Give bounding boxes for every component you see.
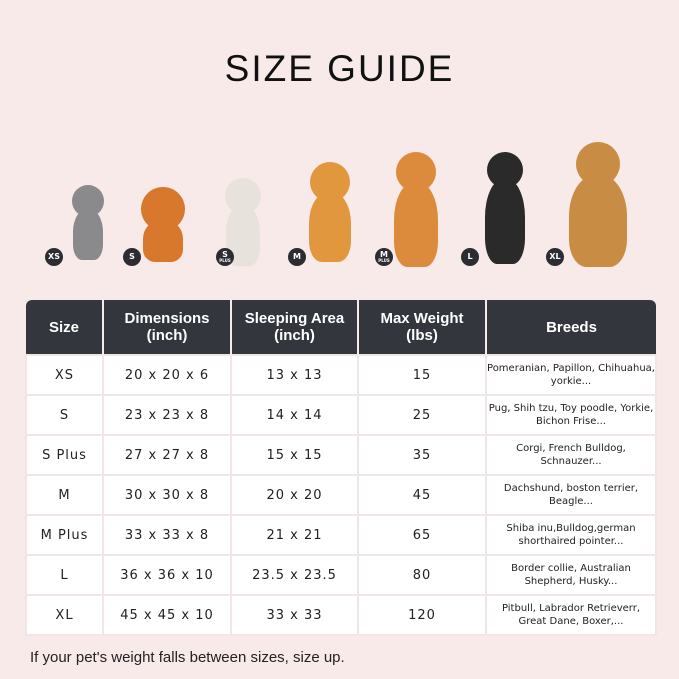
- pomeranian-head: [141, 187, 185, 231]
- size-badge-1: S: [123, 248, 141, 266]
- badge-sublabel: PLUS: [378, 258, 390, 263]
- cell-dimensions: 23 x 23 x 8: [102, 394, 232, 436]
- cell-breeds: Border collie, Australian Shepherd, Husk…: [485, 554, 657, 596]
- corgi-body: [309, 192, 351, 262]
- table-header-row: Size Dimensions (inch) Sleeping Area (in…: [26, 300, 656, 355]
- cell-breeds: Pitbull, Labrador Retrieverr, Great Dane…: [485, 594, 657, 636]
- header-sleeping-area: Sleeping Area (inch): [231, 300, 359, 355]
- table-row: S Plus 27 x 27 x 8 15 x 15 35 Corgi, French …: [25, 434, 657, 476]
- cell-breeds: Dachshund, boston terrier, Beagle...: [485, 474, 657, 516]
- size-badge-0: XS: [45, 248, 63, 266]
- cell-sleeping-area: 21 x 21: [230, 514, 359, 556]
- size-badge-4: M PLUS: [375, 248, 393, 266]
- cell-size: S Plus: [25, 434, 104, 476]
- badge-label: XS: [48, 252, 60, 261]
- cell-breeds: Pug, Shih tzu, Toy poodle, Yorkie, Bicho…: [485, 394, 657, 436]
- badge-label: M: [293, 252, 301, 261]
- table-row: L 36 x 36 x 10 23.5 x 23.5 80 Border collie,…: [25, 554, 657, 596]
- table-row: S 23 x 23 x 8 14 x 14 25 Pug, Shih tzu, Toy …: [25, 394, 657, 436]
- border-collie-image: [485, 152, 525, 264]
- border-collie-head: [487, 152, 523, 188]
- cell-max-weight: 80: [357, 554, 487, 596]
- cat-image: [72, 185, 104, 260]
- cell-max-weight: 15: [357, 354, 487, 396]
- badge-label: XL: [549, 252, 561, 261]
- cell-max-weight: 120: [357, 594, 487, 636]
- badge-label: M: [380, 250, 388, 259]
- cell-sleeping-area: 15 x 15: [230, 434, 359, 476]
- shiba-inu-image: [394, 152, 438, 267]
- golden-retriever-head: [576, 142, 620, 186]
- size-badge-6: XL: [546, 248, 564, 266]
- corgi-image: [309, 162, 351, 262]
- cell-sleeping-area: 13 x 13: [230, 354, 359, 396]
- header-max-weight: Max Weight (lbs): [358, 300, 487, 355]
- golden-retriever-body: [569, 175, 627, 267]
- cell-breeds: Shiba inu,Bulldog,german shorthaired poi…: [485, 514, 657, 556]
- size-table: Size Dimensions (inch) Sleeping Area (in…: [25, 300, 657, 636]
- cell-breeds: Pomeranian, Papillon, Chihuahua, yorkie.…: [485, 354, 657, 396]
- header-breeds: Breeds: [486, 300, 656, 355]
- shiba-inu-head: [396, 152, 436, 192]
- corgi-head: [310, 162, 350, 202]
- size-badge-3: M: [288, 248, 306, 266]
- cell-size: S: [25, 394, 104, 436]
- badge-sublabel: PLUS: [219, 258, 231, 263]
- cell-dimensions: 27 x 27 x 8: [102, 434, 232, 476]
- sizing-note: If your pet's weight falls between sizes…: [30, 649, 345, 666]
- cell-dimensions: 36 x 36 x 10: [102, 554, 232, 596]
- cell-sleeping-area: 20 x 20: [230, 474, 359, 516]
- table-row: M 30 x 30 x 8 20 x 20 45 Dachshund, boston t…: [25, 474, 657, 516]
- cell-dimensions: 30 x 30 x 8: [102, 474, 232, 516]
- french-bulldog-head: [225, 178, 261, 214]
- border-collie-body: [485, 179, 525, 264]
- pomeranian-image: [141, 187, 185, 262]
- cat-body: [73, 209, 103, 260]
- cell-sleeping-area: 33 x 33: [230, 594, 359, 636]
- cell-breeds: Corgi, French Bulldog, Schnauzer...: [485, 434, 657, 476]
- cell-max-weight: 35: [357, 434, 487, 476]
- cell-size: M: [25, 474, 104, 516]
- french-bulldog-image: [225, 178, 261, 266]
- badge-label: L: [467, 252, 473, 261]
- size-badge-5: L: [461, 248, 479, 266]
- badge-label: S: [222, 250, 228, 259]
- cell-dimensions: 20 x 20 x 6: [102, 354, 232, 396]
- table-row: XS 20 x 20 x 6 13 x 13 15 Pomeranian, Papill…: [25, 354, 657, 396]
- cell-size: XL: [25, 594, 104, 636]
- cell-max-weight: 45: [357, 474, 487, 516]
- cell-sleeping-area: 23.5 x 23.5: [230, 554, 359, 596]
- shiba-inu-body: [394, 182, 438, 267]
- page-title: SIZE GUIDE: [224, 48, 455, 89]
- table-row: M Plus 33 x 33 x 8 21 x 21 65 Shiba inu,Bull…: [25, 514, 657, 556]
- cell-size: XS: [25, 354, 104, 396]
- cell-size: L: [25, 554, 104, 596]
- cell-max-weight: 65: [357, 514, 487, 556]
- header-size: Size: [26, 300, 104, 355]
- header-dimensions: Dimensions (inch): [103, 300, 232, 355]
- cell-dimensions: 33 x 33 x 8: [102, 514, 232, 556]
- cell-sleeping-area: 14 x 14: [230, 394, 359, 436]
- table-row: XL 45 x 45 x 10 33 x 33 120 Pitbull, Labrado…: [25, 594, 657, 636]
- cat-head: [72, 185, 104, 217]
- size-badge-2: S PLUS: [216, 248, 234, 266]
- golden-retriever-image: [569, 142, 627, 267]
- cell-size: M Plus: [25, 514, 104, 556]
- cell-max-weight: 25: [357, 394, 487, 436]
- badge-label: S: [129, 252, 135, 261]
- cell-dimensions: 45 x 45 x 10: [102, 594, 232, 636]
